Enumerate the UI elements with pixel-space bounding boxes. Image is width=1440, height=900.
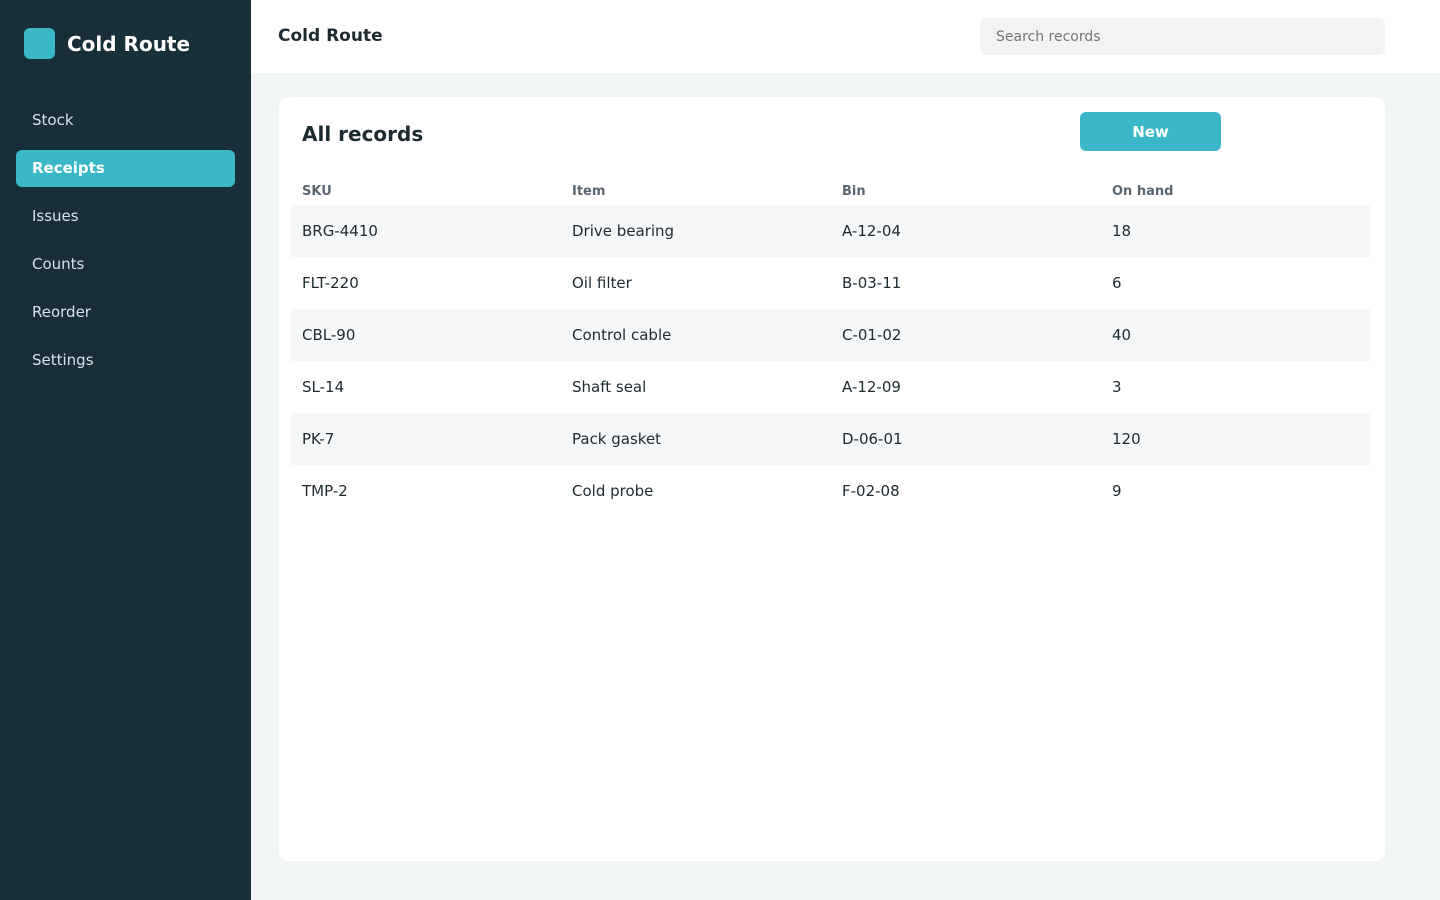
table-cell: A-12-04 <box>830 205 1100 257</box>
records-table: SKU Item Bin On hand BRG-4410 Drive bearing A-… <box>290 177 1370 517</box>
header-title: Cold Route <box>278 26 383 46</box>
nav: Stock Receipts Issues Counts Reorder Settings <box>16 102 235 390</box>
table-cell: 9 <box>1112 482 1122 500</box>
table-cell: SL-14 <box>302 378 345 396</box>
new-button[interactable]: New <box>1080 112 1221 151</box>
table-cell: Control cable <box>560 309 830 361</box>
logo <box>24 28 55 59</box>
table-cell: C-01-02 <box>830 309 1100 361</box>
table-row[interactable]: BRG-4410 Drive bearing A-12-04 18 <box>290 205 1370 257</box>
table-row[interactable]: SL-14 Shaft seal A-12-09 3 <box>290 361 1370 413</box>
table-cell: Drive bearing <box>560 205 830 257</box>
table-body: BRG-4410 Drive bearing A-12-04 18 FLT-220 Oil… <box>290 205 1370 517</box>
column-header: Item <box>572 183 606 199</box>
table-cell: Oil filter <box>572 274 632 292</box>
column-header: Bin <box>842 183 866 199</box>
header-row: SKU Item Bin On hand <box>290 177 1370 205</box>
table-cell: Pack gasket <box>560 413 830 465</box>
table-cell: 18 <box>1100 205 1370 257</box>
table-row[interactable]: PK-7 Pack gasket D-06-01 120 <box>290 413 1370 465</box>
table-cell: TMP-2 <box>302 482 348 500</box>
table-cell: CBL-90 <box>290 309 560 361</box>
table-cell: 120 <box>1100 413 1370 465</box>
nav-item[interactable]: Reorder <box>32 303 91 321</box>
sidebar: Cold Route Stock Receipts Issues Counts Reor… <box>0 0 251 900</box>
table-cell: 6 <box>1112 274 1122 292</box>
table-cell: F-02-08 <box>842 482 900 500</box>
nav-item[interactable]: Issues <box>32 207 79 225</box>
table-cell: Cold probe <box>572 482 654 500</box>
panel: All records New SKU Item Bin On hand BRG-441… <box>279 97 1385 861</box>
table-cell: A-12-09 <box>842 378 901 396</box>
table-cell: FLT-220 <box>302 274 359 292</box>
table-cell: 40 <box>1100 309 1370 361</box>
table-cell: PK-7 <box>290 413 560 465</box>
table-cell: D-06-01 <box>830 413 1100 465</box>
search-input[interactable] <box>980 18 1385 55</box>
brand: Cold Route <box>24 28 190 59</box>
table-cell: Shaft seal <box>572 378 647 396</box>
nav-item[interactable]: Counts <box>32 255 85 273</box>
nav-item[interactable]: Stock <box>32 111 74 129</box>
table-row[interactable]: TMP-2 Cold probe F-02-08 9 <box>290 465 1370 517</box>
header: Cold Route <box>251 0 1440 73</box>
table-cell: B-03-11 <box>842 274 902 292</box>
column-header: On hand <box>1112 183 1174 199</box>
brand-name: Cold Route <box>67 31 191 56</box>
table-row[interactable]: FLT-220 Oil filter B-03-11 6 <box>290 257 1370 309</box>
table-row[interactable]: CBL-90 Control cable C-01-02 40 <box>290 309 1370 361</box>
panel-title: All records <box>302 122 424 146</box>
nav-item[interactable]: Settings <box>32 351 94 369</box>
table-cell: BRG-4410 <box>290 205 560 257</box>
nav-item[interactable]: Receipts <box>16 150 235 187</box>
column-header: SKU <box>302 183 332 199</box>
table-cell: 3 <box>1112 378 1122 396</box>
